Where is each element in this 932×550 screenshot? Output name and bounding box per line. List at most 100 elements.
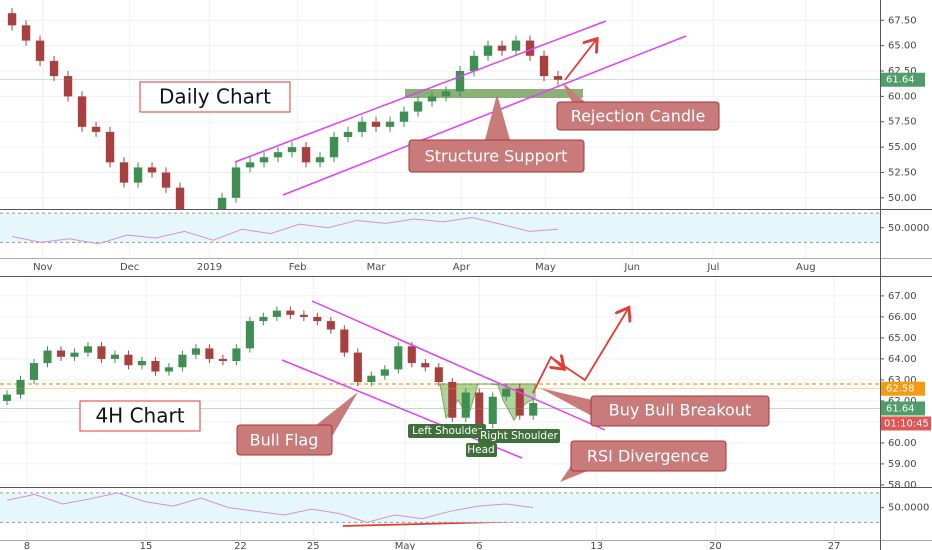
price-label-box (881, 381, 925, 396)
pattern-label: Left Shoulder (412, 425, 483, 437)
x-tick-label: Jul (706, 262, 719, 273)
candle-body (29, 363, 39, 380)
candle-body (205, 348, 214, 359)
title-box (79, 400, 201, 432)
candle-body (413, 101, 423, 112)
x-tick-label: 27 (828, 541, 841, 550)
x-tick-label: May (535, 262, 556, 273)
candle-body (461, 392, 470, 418)
candle-body (394, 346, 403, 370)
arrow (551, 309, 628, 382)
candle-body (329, 136, 339, 158)
countdown-box (881, 416, 931, 431)
candle-body (232, 348, 241, 361)
pattern-label: Head (467, 444, 494, 456)
candle-body (245, 162, 255, 168)
candle-body (137, 361, 146, 366)
y-tick-label: 64.00 (888, 354, 917, 365)
candle-body (488, 396, 497, 424)
price-label: 61.64 (886, 403, 915, 414)
candle-body (326, 321, 335, 330)
candle-body (217, 197, 227, 209)
y-tick-label: 59.00 (888, 459, 917, 470)
y-tick-label: 50.0000 (888, 503, 929, 514)
candle-body (287, 147, 297, 153)
y-tick-label: 67.50 (888, 15, 917, 26)
x-tick-label: Jun (623, 262, 640, 273)
x-tick-label: 13 (590, 541, 603, 550)
y-tick-label: 50.0000 (888, 223, 929, 234)
channel-line (234, 20, 607, 163)
candle-body (110, 354, 120, 359)
label-box (408, 424, 486, 438)
x-tick-label: 25 (307, 541, 320, 550)
y-tick-label: 65.00 (888, 333, 917, 344)
y-tick-label: 50.00 (888, 193, 917, 204)
price-label: 62.58 (886, 384, 915, 395)
callout-text: Bull Flag (250, 431, 319, 450)
candle-body (539, 55, 549, 77)
rsi-band (0, 492, 880, 523)
candle-body (178, 354, 187, 368)
candle-body (272, 310, 281, 317)
candle-body (385, 121, 395, 127)
pointer (562, 82, 585, 102)
callout-text: Buy Bull Breakout (609, 401, 752, 420)
title-box (139, 81, 291, 113)
panel-title: Daily Chart (159, 85, 271, 109)
candle-body (21, 25, 31, 41)
candle-body (119, 162, 129, 183)
candle-body (175, 187, 185, 209)
candle-body (133, 167, 143, 183)
x-tick-label: 2019 (197, 262, 222, 273)
callout (408, 139, 585, 173)
candle-body (407, 346, 416, 364)
candle-body (91, 126, 101, 132)
candle-body (434, 367, 443, 382)
x-tick-label: 15 (140, 541, 153, 550)
arrow (532, 357, 563, 394)
candle-body (399, 111, 409, 122)
y-tick-label: 66.00 (888, 312, 917, 323)
candle-body (43, 350, 52, 364)
candle-body (63, 76, 73, 97)
candle-body (218, 358, 227, 361)
candle-body (273, 152, 283, 158)
candle-body (380, 369, 389, 376)
candle-body (161, 172, 171, 188)
candle-body (231, 167, 241, 198)
callout (556, 101, 720, 131)
candle-body (455, 71, 465, 92)
countdown: 01:10:45 (884, 418, 929, 429)
candle-body (301, 147, 311, 163)
candle-body (529, 403, 538, 416)
candle-body (245, 321, 254, 349)
y-tick-label: 62.00 (888, 396, 917, 407)
candle-body (83, 346, 93, 353)
label-box (466, 443, 497, 457)
candle-body (448, 382, 457, 418)
x-tick-label: Nov (33, 262, 53, 273)
candles (2, 306, 538, 429)
y-tick-label: 57.50 (888, 117, 917, 128)
candle-body (259, 157, 269, 163)
y-tick-label: 67.00 (888, 291, 917, 302)
callout-text: Rejection Candle (571, 107, 706, 126)
rsi-band (0, 213, 880, 243)
support-zone (405, 89, 583, 98)
candle-body (553, 76, 563, 80)
candle-body (483, 45, 493, 56)
candle-body (357, 121, 367, 132)
x-tick-label: 6 (476, 541, 482, 550)
x-tick-label: May (395, 541, 416, 550)
callout-text: RSI Divergence (587, 447, 709, 466)
y-tick-label: 60.00 (888, 438, 917, 449)
candle-body (315, 157, 325, 163)
price-label-box (881, 401, 925, 416)
candle-body (151, 361, 160, 372)
candle-body (343, 131, 353, 137)
callout-text: Structure Support (425, 147, 568, 166)
candle-body (353, 352, 362, 382)
candle-body (469, 55, 479, 72)
